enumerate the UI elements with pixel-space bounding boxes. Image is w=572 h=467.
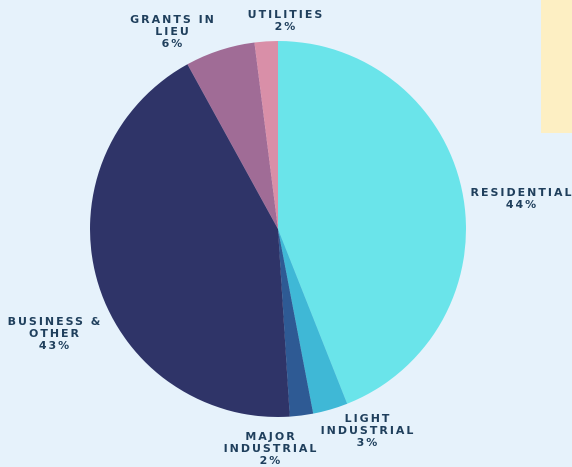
value-label: 43% [38,339,72,352]
slice-label: GRANTS IN LIEU 6% [123,14,223,50]
pie-slice [89,64,290,418]
pie-slice [254,41,278,229]
category-name: BUSINESS & OTHER [7,315,103,340]
pie-slice [278,229,348,414]
value-label: 3% [356,436,380,449]
slice-label: RESIDENTIAL 44% [457,187,572,211]
category-name: LIGHT INDUSTRIAL [320,412,416,437]
slice-label: UTILITIES 2% [236,9,336,33]
category-name: MAJOR INDUSTRIAL [223,430,319,455]
pie-slice [278,41,467,404]
value-label: 2% [259,454,283,467]
slice-label: BUSINESS & OTHER 43% [5,316,105,352]
pie-slice [187,42,278,229]
value-label: 6% [161,37,185,50]
category-name: RESIDENTIAL [470,186,572,199]
slice-label: LIGHT INDUSTRIAL 3% [318,413,418,449]
category-name: GRANTS IN LIEU [130,13,216,38]
value-label: 44% [505,198,539,211]
pie-slice [278,229,314,417]
category-name: UTILITIES [247,8,325,21]
slice-label: MAJOR INDUSTRIAL 2% [216,431,326,467]
decor-panel [541,0,572,133]
value-label: 2% [274,20,298,33]
